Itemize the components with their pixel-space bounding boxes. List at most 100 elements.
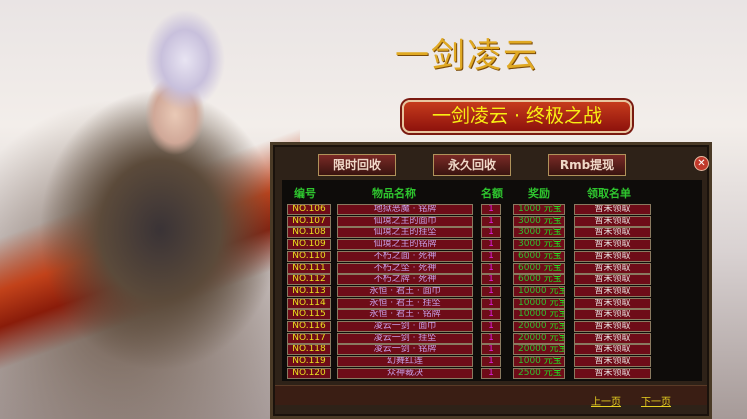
item-count: 1 [481, 227, 501, 239]
item-name: 凌云一剑 · 面巾 [337, 321, 473, 332]
tab-limited-recycle[interactable]: 限时回收 [318, 154, 396, 176]
item-number: NO.112 [287, 274, 331, 286]
tab-permanent-recycle[interactable]: 永久回收 [433, 154, 511, 176]
reward-unit: 元宝 [549, 332, 564, 343]
table-row: NO.107 仙境之主的面巾 1 3000 元宝 暂未领取 [282, 215, 702, 227]
item-name: 仙境之主的铭牌 [337, 239, 473, 251]
recycle-panel: 限时回收 永久回收 Rmb提现 ✕ 编号 物品名称 名额 奖励 领取名单 NO.… [270, 142, 712, 419]
item-reward: 20000 元宝 [513, 344, 565, 356]
table-row: NO.114 永恒 · 君王 · 挂坠 1 10000 元宝 暂未领取 [282, 297, 702, 309]
item-count: 1 [481, 344, 501, 356]
claim-status: 暂未领取 [574, 262, 651, 274]
item-number: NO.111 [287, 262, 331, 274]
header-item-name: 物品名称 [372, 187, 416, 200]
header-count: 名额 [481, 187, 503, 200]
item-number: NO.108 [287, 227, 331, 239]
item-count: 1 [481, 297, 501, 309]
reward-amount: 10000 [518, 309, 547, 320]
reward-amount: 3000 [518, 215, 541, 226]
reward-unit: 元宝 [549, 321, 564, 331]
reward-unit: 元宝 [543, 239, 562, 250]
item-name: 不朽之牌 · 死神 [337, 274, 473, 286]
claim-status: 暂未领取 [574, 321, 651, 332]
item-name: 永恒 · 君王 · 面巾 [337, 285, 473, 297]
reward-unit: 元宝 [549, 344, 564, 355]
reward-amount: 1000 [518, 204, 541, 214]
reward-amount: 3000 [518, 239, 541, 250]
item-reward: 6000 元宝 [513, 262, 565, 274]
item-count: 1 [481, 250, 501, 262]
item-number: NO.120 [287, 367, 331, 379]
footer-bar [275, 385, 707, 405]
header-no: 编号 [294, 187, 316, 200]
reward-amount: 20000 [518, 321, 547, 331]
item-reward: 3000 元宝 [513, 227, 565, 239]
item-reward: 20000 元宝 [513, 332, 565, 344]
reward-amount: 2500 [518, 367, 541, 378]
item-number: NO.116 [287, 321, 331, 332]
claim-status: 暂未领取 [574, 285, 651, 297]
close-icon[interactable]: ✕ [694, 156, 709, 171]
item-number: NO.118 [287, 344, 331, 356]
item-number: NO.119 [287, 356, 331, 368]
reward-amount: 10000 [518, 297, 547, 308]
reward-table: 编号 物品名称 名额 奖励 领取名单 NO.106 地狱恶魔 · 铭牌 1 10… [282, 180, 702, 381]
item-name: 永恒 · 君王 · 铭牌 [337, 309, 473, 321]
header-reward: 奖励 [528, 187, 550, 200]
reward-unit: 元宝 [543, 262, 562, 273]
claim-status: 暂未领取 [574, 204, 651, 215]
next-page-link[interactable]: 下一页 [641, 397, 671, 408]
claim-status: 暂未领取 [574, 250, 651, 262]
claim-status: 暂未领取 [574, 356, 651, 368]
item-reward: 20000 元宝 [513, 321, 565, 332]
table-row: NO.118 凌云一剑 · 铭牌 1 20000 元宝 暂未领取 [282, 344, 702, 356]
claim-status: 暂未领取 [574, 215, 651, 227]
claim-status: 暂未领取 [574, 332, 651, 344]
item-reward: 1000 元宝 [513, 356, 565, 368]
item-name: 仙境之主的挂坠 [337, 227, 473, 239]
reward-unit: 元宝 [543, 215, 562, 226]
item-name: 凌云一剑 · 挂坠 [337, 332, 473, 344]
claim-status: 暂未领取 [574, 367, 651, 379]
tab-rmb-withdraw[interactable]: Rmb提现 [548, 154, 626, 176]
item-count: 1 [481, 262, 501, 274]
reward-amount: 6000 [518, 250, 541, 261]
item-reward: 1000 元宝 [513, 204, 565, 215]
item-reward: 3000 元宝 [513, 239, 565, 251]
item-number: NO.107 [287, 215, 331, 227]
item-count: 1 [481, 332, 501, 344]
item-count: 1 [481, 356, 501, 368]
reward-unit: 元宝 [543, 274, 562, 285]
item-count: 1 [481, 309, 501, 321]
item-number: NO.106 [287, 204, 331, 215]
item-count: 1 [481, 274, 501, 286]
table-row: NO.106 地狱恶魔 · 铭牌 1 1000 元宝 暂未领取 [282, 204, 702, 215]
prev-page-link[interactable]: 上一页 [591, 397, 621, 408]
reward-unit: 元宝 [549, 285, 564, 296]
table-row: NO.112 不朽之牌 · 死神 1 6000 元宝 暂未领取 [282, 274, 702, 286]
item-reward: 10000 元宝 [513, 285, 565, 297]
table-row: NO.115 永恒 · 君王 · 铭牌 1 10000 元宝 暂未领取 [282, 309, 702, 321]
table-row: NO.116 凌云一剑 · 面巾 1 20000 元宝 暂未领取 [282, 321, 702, 332]
header-claim-list: 领取名单 [587, 187, 631, 200]
item-name: 幻舞红莲 [337, 356, 473, 368]
item-name: 仙境之主的面巾 [337, 215, 473, 227]
item-reward: 10000 元宝 [513, 309, 565, 321]
item-number: NO.109 [287, 239, 331, 251]
table-row: NO.117 凌云一剑 · 挂坠 1 20000 元宝 暂未领取 [282, 332, 702, 344]
hero-character-art [0, 0, 300, 419]
item-name: 不朽之坠 · 死神 [337, 262, 473, 274]
item-reward: 2500 元宝 [513, 367, 565, 379]
item-number: NO.110 [287, 250, 331, 262]
item-count: 1 [481, 239, 501, 251]
item-count: 1 [481, 285, 501, 297]
reward-unit: 元宝 [549, 297, 564, 308]
reward-amount: 10000 [518, 285, 547, 296]
item-count: 1 [481, 204, 501, 215]
item-name: 凌云一剑 · 铭牌 [337, 344, 473, 356]
item-number: NO.114 [287, 297, 331, 309]
table-row: NO.111 不朽之坠 · 死神 1 6000 元宝 暂未领取 [282, 262, 702, 274]
item-number: NO.115 [287, 309, 331, 321]
reward-amount: 6000 [518, 262, 541, 273]
table-row: NO.120 众神裁决 1 2500 元宝 暂未领取 [282, 367, 702, 379]
